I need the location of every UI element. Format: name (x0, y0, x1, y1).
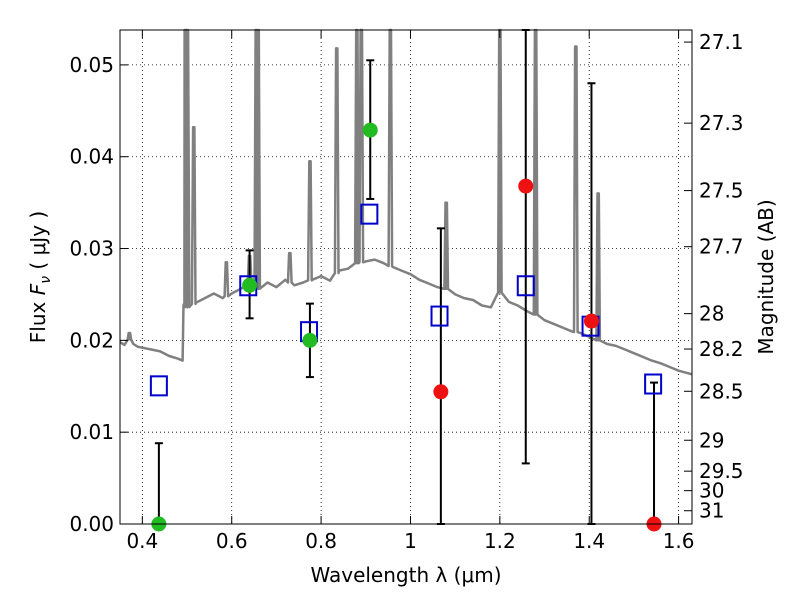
y-tick-label: 0.04 (69, 145, 114, 169)
data-point-layer (149, 122, 663, 532)
model-flux-box (360, 203, 379, 225)
mag-tick-label: 27.1 (699, 30, 744, 54)
model-flux-box (516, 275, 535, 297)
model-flux-box (430, 305, 449, 327)
x-tick-label: 0.8 (305, 529, 337, 553)
detection-point (362, 122, 378, 138)
tick-marks (120, 30, 692, 525)
y-tick-label: 0.03 (69, 237, 114, 261)
plot-frame (119, 29, 693, 525)
grid-lines (120, 30, 692, 525)
mag-tick-label: 29.5 (699, 459, 744, 483)
x-tick-label: 0.6 (216, 529, 248, 553)
detection-point (242, 277, 258, 293)
x-tick-label: 1.6 (663, 529, 695, 553)
x-tick-label: 1 (404, 529, 417, 553)
mag-tick-label: 31 (699, 499, 724, 523)
x-axis-title: Wavelength λ (μm) (310, 563, 501, 587)
y2-axis-title: Magnitude (AB) (754, 199, 778, 354)
y-tick-label: 0.01 (69, 420, 114, 444)
y-axis-title: Flux Fν ( μJy ) (26, 211, 54, 343)
y-axis-title-prefix: Flux (26, 295, 50, 343)
mag-tick-label: 28.2 (699, 337, 744, 361)
y-axis-title-subscript: ν (38, 276, 54, 284)
mag-tick-label: 28.5 (699, 379, 744, 403)
y-axis-title-symbol: F (26, 283, 50, 295)
y-tick-label: 0.02 (69, 328, 114, 352)
detection-point (302, 332, 318, 348)
upper-limit-point (433, 384, 449, 400)
mag-tick-label: 27.5 (699, 179, 744, 203)
errorbar-layer (154, 29, 659, 525)
tick-labels: 0.4 0.6 0.8 1 1.2 1.4 1.6 0.00 0.01 0.02 0.03 0.04 0… (69, 30, 743, 553)
upper-limit-point (518, 178, 534, 194)
y-tick-label: 0.05 (69, 53, 114, 77)
x-tick-label: 1.2 (484, 529, 516, 553)
mag-tick-label: 27.3 (699, 111, 744, 135)
mag-tick-label: 30 (699, 479, 724, 503)
model-flux-box (644, 373, 663, 395)
y-axis-title-unit: ( μJy ) (26, 211, 50, 276)
x-tick-label: 0.4 (126, 529, 158, 553)
upper-limit-point (583, 313, 599, 329)
model-flux-box (149, 375, 168, 397)
y-tick-label: 0.00 (69, 512, 114, 536)
x-tick-label: 1.4 (573, 529, 605, 553)
template-spectrum-line (119, 28, 693, 376)
mag-tick-label: 27.7 (699, 235, 744, 259)
template-spectrum-layer (119, 28, 693, 376)
mag-tick-label: 29 (699, 428, 724, 452)
mag-tick-label: 28 (699, 302, 724, 326)
